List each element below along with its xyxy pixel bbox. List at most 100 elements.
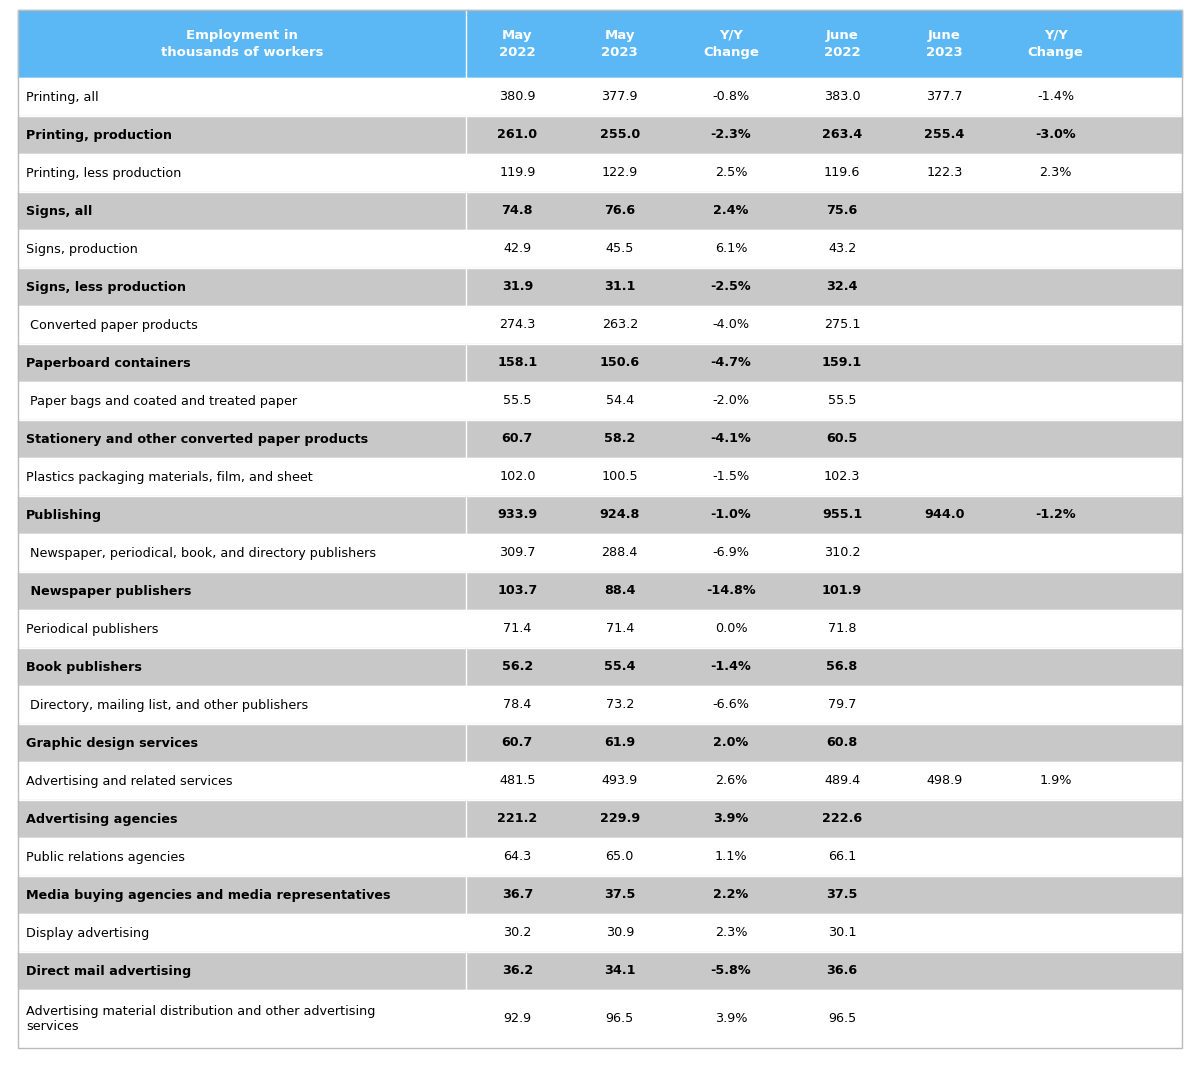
Text: -1.0%: -1.0% — [710, 509, 751, 522]
Text: 2.5%: 2.5% — [715, 166, 748, 179]
Text: 493.9: 493.9 — [601, 774, 638, 787]
Text: -2.0%: -2.0% — [713, 394, 750, 407]
Text: 2.2%: 2.2% — [713, 889, 749, 902]
Text: Paper bags and coated and treated paper: Paper bags and coated and treated paper — [26, 394, 298, 407]
Text: 2.3%: 2.3% — [1039, 166, 1072, 179]
Bar — [18, 192, 1182, 230]
Bar — [18, 800, 1182, 838]
Text: 36.7: 36.7 — [502, 889, 533, 902]
Bar — [18, 914, 1182, 952]
Text: Public relations agencies: Public relations agencies — [26, 851, 185, 864]
Text: 30.1: 30.1 — [828, 926, 857, 939]
Text: Direct mail advertising: Direct mail advertising — [26, 964, 191, 977]
Text: 64.3: 64.3 — [503, 851, 532, 864]
Bar — [18, 534, 1182, 572]
Text: 56.8: 56.8 — [827, 661, 858, 674]
Text: 924.8: 924.8 — [600, 509, 640, 522]
Bar — [18, 990, 1182, 1048]
Text: May
2023: May 2023 — [601, 29, 638, 59]
Bar — [18, 78, 1182, 116]
Text: 65.0: 65.0 — [606, 851, 634, 864]
Text: 66.1: 66.1 — [828, 851, 857, 864]
Text: Book publishers: Book publishers — [26, 661, 142, 674]
Text: -4.7%: -4.7% — [710, 356, 751, 369]
Text: 1.9%: 1.9% — [1039, 774, 1072, 787]
Text: 255.4: 255.4 — [924, 129, 965, 142]
Text: 383.0: 383.0 — [823, 91, 860, 104]
Text: May
2022: May 2022 — [499, 29, 535, 59]
Text: -2.5%: -2.5% — [710, 281, 751, 294]
Text: Printing, all: Printing, all — [26, 91, 98, 104]
Text: 159.1: 159.1 — [822, 356, 863, 369]
Text: 96.5: 96.5 — [828, 1012, 857, 1025]
Text: 0.0%: 0.0% — [715, 622, 748, 636]
Text: -1.4%: -1.4% — [710, 661, 751, 674]
Text: 61.9: 61.9 — [604, 736, 636, 749]
Bar — [18, 268, 1182, 306]
Text: 380.9: 380.9 — [499, 91, 535, 104]
Text: 309.7: 309.7 — [499, 546, 535, 559]
Text: 58.2: 58.2 — [604, 432, 636, 446]
Bar — [18, 382, 1182, 420]
Text: Plastics packaging materials, film, and sheet: Plastics packaging materials, film, and … — [26, 471, 313, 484]
Bar — [18, 610, 1182, 648]
Text: 78.4: 78.4 — [503, 699, 532, 712]
Text: 158.1: 158.1 — [497, 356, 538, 369]
Text: 274.3: 274.3 — [499, 319, 535, 332]
Bar — [18, 838, 1182, 876]
Text: June
2022: June 2022 — [823, 29, 860, 59]
Text: 101.9: 101.9 — [822, 584, 863, 597]
Text: 45.5: 45.5 — [606, 242, 634, 256]
Text: 71.4: 71.4 — [503, 622, 532, 636]
Text: 56.2: 56.2 — [502, 661, 533, 674]
Text: Printing, production: Printing, production — [26, 129, 172, 142]
Text: Advertising agencies: Advertising agencies — [26, 812, 178, 826]
Text: 229.9: 229.9 — [600, 812, 640, 826]
Text: 43.2: 43.2 — [828, 242, 857, 256]
Text: 263.4: 263.4 — [822, 129, 863, 142]
Text: -14.8%: -14.8% — [706, 584, 756, 597]
Text: Directory, mailing list, and other publishers: Directory, mailing list, and other publi… — [26, 699, 308, 712]
Text: 122.9: 122.9 — [601, 166, 638, 179]
Bar — [18, 572, 1182, 610]
Bar — [18, 306, 1182, 344]
Text: 31.1: 31.1 — [604, 281, 636, 294]
Text: -2.3%: -2.3% — [710, 129, 751, 142]
Text: 955.1: 955.1 — [822, 509, 863, 522]
Text: 36.2: 36.2 — [502, 964, 533, 977]
Text: 60.7: 60.7 — [502, 736, 533, 749]
Text: -6.9%: -6.9% — [713, 546, 750, 559]
Text: Periodical publishers: Periodical publishers — [26, 622, 158, 636]
Bar — [18, 724, 1182, 762]
Text: Paperboard containers: Paperboard containers — [26, 356, 191, 369]
Bar — [18, 496, 1182, 534]
Bar — [18, 154, 1182, 192]
Bar — [18, 230, 1182, 268]
Text: 100.5: 100.5 — [601, 471, 638, 484]
Text: 489.4: 489.4 — [824, 774, 860, 787]
Text: Display advertising: Display advertising — [26, 926, 149, 939]
Text: 263.2: 263.2 — [601, 319, 638, 332]
Text: Advertising and related services: Advertising and related services — [26, 774, 233, 787]
Text: Employment in
thousands of workers: Employment in thousands of workers — [161, 29, 323, 59]
Text: Signs, less production: Signs, less production — [26, 281, 186, 294]
Text: 32.4: 32.4 — [827, 281, 858, 294]
Text: Signs, production: Signs, production — [26, 242, 138, 256]
Text: 31.9: 31.9 — [502, 281, 533, 294]
Text: Printing, less production: Printing, less production — [26, 166, 181, 179]
Text: 92.9: 92.9 — [503, 1012, 532, 1025]
Text: 34.1: 34.1 — [604, 964, 636, 977]
Text: 2.4%: 2.4% — [713, 204, 749, 217]
Text: 36.6: 36.6 — [827, 964, 858, 977]
Text: 2.6%: 2.6% — [715, 774, 748, 787]
Bar — [18, 344, 1182, 382]
Text: 37.5: 37.5 — [604, 889, 636, 902]
Bar — [18, 686, 1182, 724]
Text: -3.0%: -3.0% — [1036, 129, 1076, 142]
Text: 944.0: 944.0 — [924, 509, 965, 522]
Text: 119.9: 119.9 — [499, 166, 535, 179]
Text: 377.7: 377.7 — [926, 91, 962, 104]
Text: Advertising material distribution and other advertising
services: Advertising material distribution and ot… — [26, 1005, 376, 1033]
Text: 6.1%: 6.1% — [715, 242, 748, 256]
Text: 481.5: 481.5 — [499, 774, 535, 787]
